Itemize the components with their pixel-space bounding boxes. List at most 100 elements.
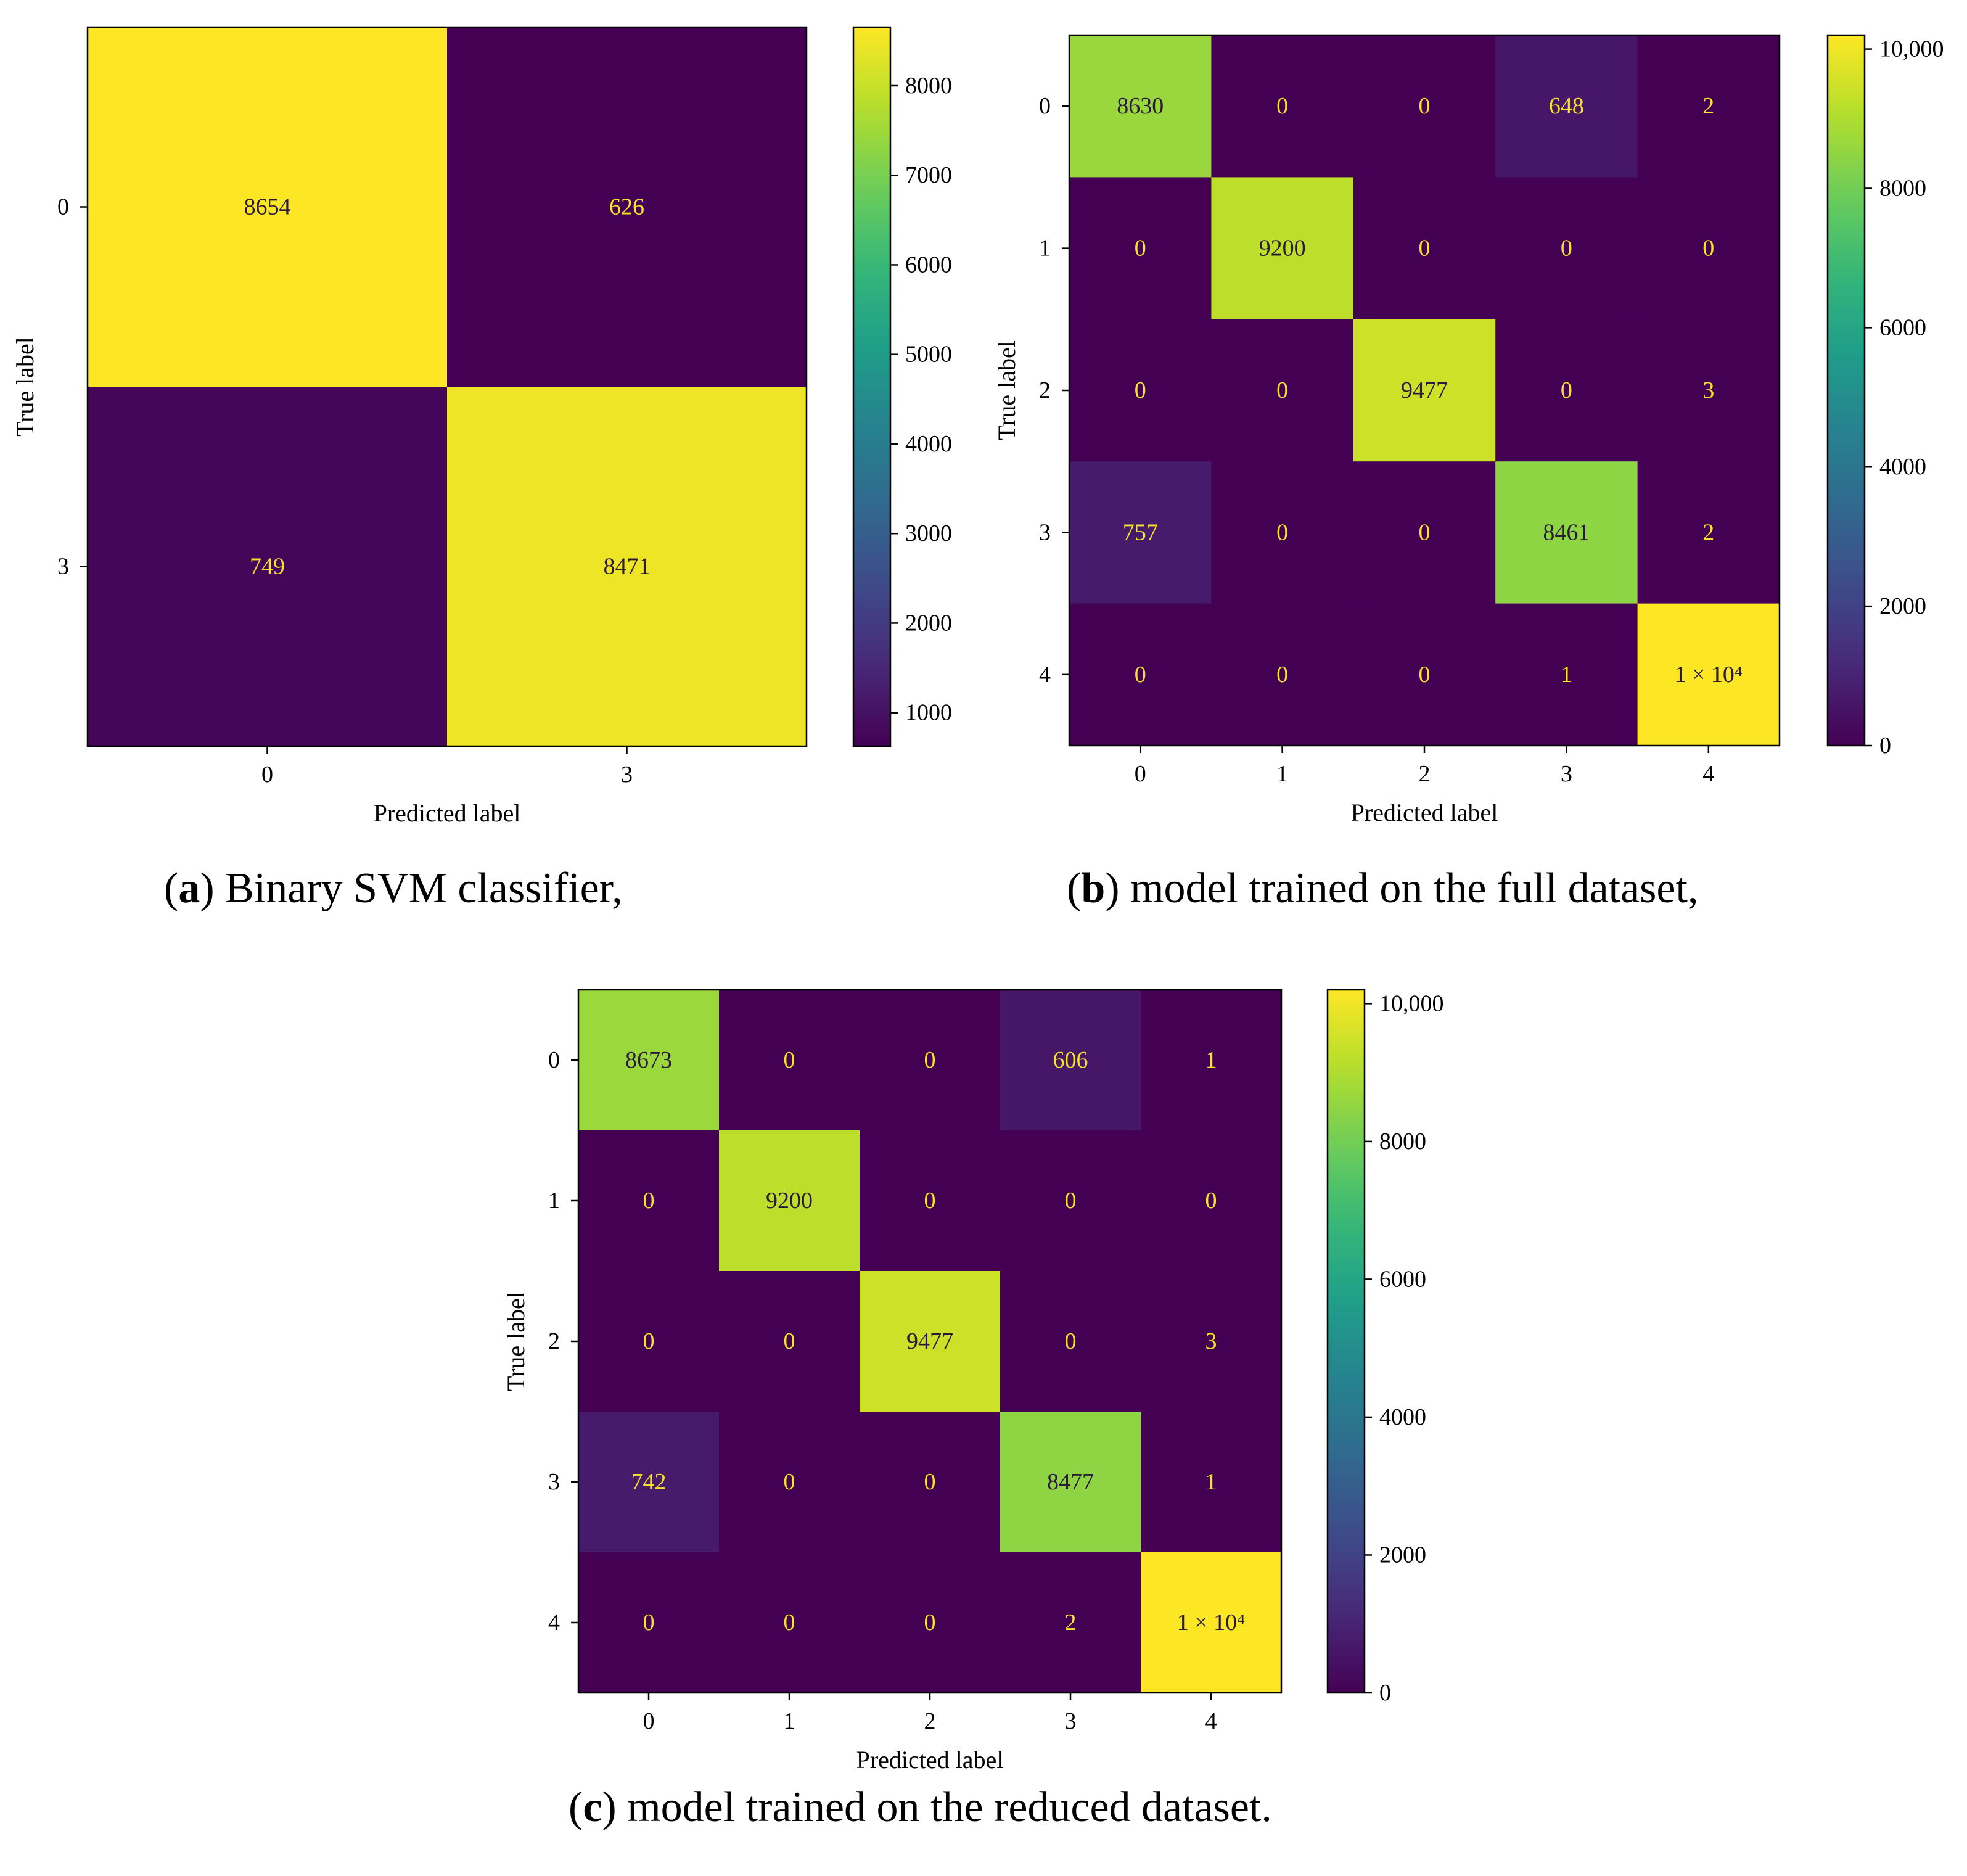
colorbar-tick-label: 8000 — [905, 73, 952, 99]
heatmap-cell — [719, 1130, 860, 1272]
y-axis-label: True label — [502, 1291, 530, 1391]
heatmap-cell — [1211, 603, 1354, 746]
cell-value-label: 0 — [1561, 236, 1572, 261]
cell-value-label: 3 — [1205, 1328, 1217, 1354]
colorbar-tick-label: 6000 — [905, 252, 952, 278]
colorbar-tick-label: 2000 — [1879, 593, 1926, 619]
colorbar-tick-label: 5000 — [905, 342, 952, 368]
cell-value-label: 0 — [1276, 662, 1288, 688]
panel-a: 8654 626 749 8471 0 3 0 3 Predicted label True la… — [11, 26, 952, 827]
heatmap-cell — [578, 990, 720, 1131]
cell-value-label: 606 — [1053, 1047, 1088, 1073]
cell-value-label: 0 — [1702, 236, 1714, 261]
heatmap-cell — [1211, 461, 1354, 604]
cell-value-label: 0 — [1276, 519, 1288, 545]
y-tick-label: 4 — [1039, 662, 1051, 688]
cell-value-label: 0 — [1419, 236, 1431, 261]
heatmap-cell — [578, 1412, 720, 1553]
y-tick-label: 2 — [548, 1328, 560, 1354]
colorbar-tick-label: 3000 — [905, 520, 952, 546]
x-axis-label: Predicted label — [856, 1746, 1004, 1774]
heatmap-cell — [1637, 603, 1780, 746]
cell-value-label: 9200 — [766, 1188, 813, 1214]
cell-value-label: 0 — [1205, 1188, 1217, 1214]
colorbar — [852, 26, 892, 747]
heatmap-cell — [1211, 35, 1354, 178]
cell-value-label: 0 — [924, 1469, 936, 1495]
heatmap-cell — [1211, 319, 1354, 462]
cell-value-label: 0 — [784, 1469, 795, 1495]
x-tick-label: 3 — [1065, 1708, 1077, 1734]
cell-value-label: 0 — [1419, 519, 1431, 545]
heatmap-cell — [1000, 1271, 1141, 1412]
heatmap-cell — [578, 1552, 720, 1693]
heatmap-cell — [1637, 35, 1780, 178]
heatmap-cell — [1353, 319, 1496, 462]
y-tick-label: 1 — [548, 1188, 560, 1214]
heatmap-cell — [1637, 461, 1780, 604]
cell-value-label: 0 — [1065, 1328, 1077, 1354]
cell-value-label: 9477 — [906, 1328, 953, 1354]
heatmap-cell — [1495, 603, 1638, 746]
heatmap-cell — [88, 27, 448, 387]
heatmap-cell — [1211, 177, 1354, 320]
x-tick-label: 2 — [924, 1708, 936, 1734]
heatmap-cell — [447, 27, 807, 387]
caption-a: (a) Binary SVM classifier, — [164, 865, 623, 912]
cell-value-label: 0 — [784, 1610, 795, 1635]
cell-value-label: 0 — [1135, 662, 1146, 688]
cell-value-label: 648 — [1549, 93, 1584, 119]
y-tick-label: 0 — [1039, 93, 1051, 119]
heatmap-cell — [1495, 461, 1638, 604]
x-tick-label: 1 — [784, 1708, 795, 1734]
cell-value-label: 0 — [1419, 93, 1431, 119]
heatmap-cell — [860, 990, 1001, 1131]
y-axis-label: True label — [993, 340, 1020, 440]
colorbar — [1326, 989, 1366, 1694]
cell-value-label: 8654 — [244, 194, 291, 220]
cell-value-label: 0 — [643, 1188, 655, 1214]
caption-b: (b) model trained on the full dataset, — [1067, 865, 1699, 912]
y-tick-label: 3 — [57, 554, 69, 580]
cell-value-label: 3 — [1702, 377, 1714, 403]
heatmap-cell — [1637, 177, 1780, 320]
x-axis-label: Predicted label — [1351, 799, 1498, 826]
colorbar-tick-label: 10,000 — [1379, 990, 1444, 1016]
x-tick-label: 0 — [1135, 761, 1146, 787]
colorbar-tick-label: 2000 — [905, 610, 952, 636]
y-tick-label: 3 — [548, 1469, 560, 1495]
cell-value-label: 0 — [643, 1328, 655, 1354]
cell-value-label: 0 — [1135, 377, 1146, 403]
heatmap-cell — [1000, 1412, 1141, 1553]
cell-value-label: 626 — [609, 194, 644, 220]
y-tick-label: 4 — [548, 1610, 560, 1635]
cell-value-label: 0 — [1065, 1188, 1077, 1214]
heatmap-cell — [1141, 1130, 1282, 1272]
colorbar-tick-label: 2000 — [1379, 1542, 1426, 1568]
cell-value-label: 1 — [1205, 1047, 1217, 1073]
panel-c: 8673 0 0 606 1 0 9200 0 0 0 0 0 9477 0 3 742 0 0 8477 1 0 0 0 2… — [502, 989, 1444, 1774]
y-tick-label: 0 — [548, 1047, 560, 1073]
cell-value-label: 1 — [1561, 662, 1572, 688]
cell-value-label: 0 — [924, 1188, 936, 1214]
heatmap-cell — [578, 1130, 720, 1272]
colorbar-tick-label: 8000 — [1879, 175, 1926, 201]
heatmap-cell — [1495, 35, 1638, 178]
cell-value-label: 0 — [1276, 93, 1288, 119]
cell-value-label: 757 — [1123, 519, 1158, 545]
x-tick-label: 4 — [1702, 761, 1714, 787]
cell-value-label: 0 — [1561, 377, 1572, 403]
cell-value-label: 0 — [1419, 662, 1431, 688]
colorbar-tick-label: 4000 — [1379, 1404, 1426, 1430]
colorbar-tick-label: 1000 — [905, 700, 952, 726]
heatmap-cell — [1637, 319, 1780, 462]
heatmap-cell — [1069, 177, 1212, 320]
heatmap-cell — [719, 1412, 860, 1553]
colorbar-tick-label: 8000 — [1379, 1129, 1426, 1154]
x-tick-label: 2 — [1419, 761, 1431, 787]
heatmap-cell — [1069, 461, 1212, 604]
cell-value-label: 8630 — [1117, 93, 1164, 119]
cell-value-label: 742 — [631, 1469, 667, 1495]
heatmap-cell — [1000, 1130, 1141, 1272]
